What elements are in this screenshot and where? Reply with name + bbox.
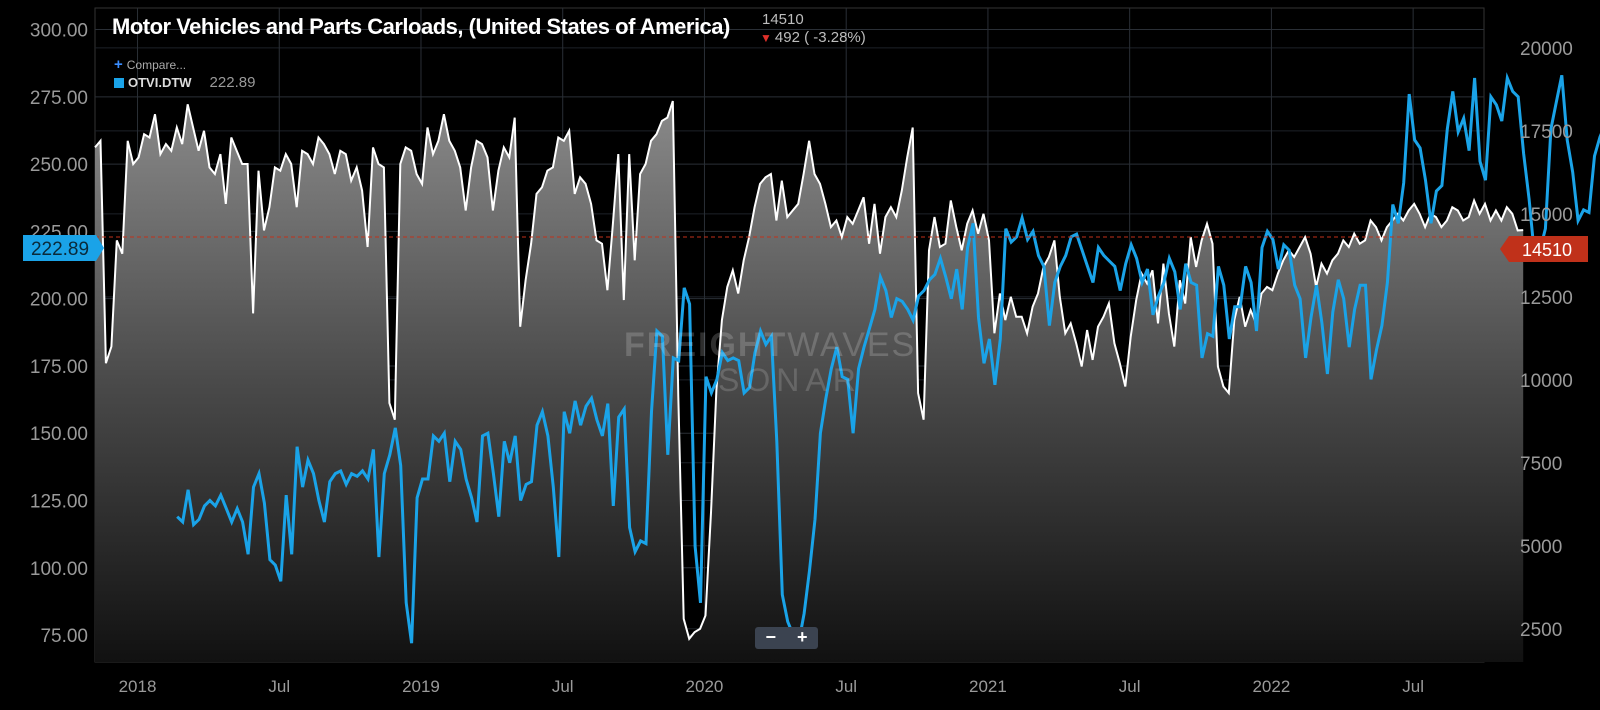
left-tag-value: 222.89 — [31, 239, 89, 260]
watermark-thin: WAVES — [787, 326, 917, 364]
chart-title: Motor Vehicles and Parts Carloads, (Unit… — [112, 14, 730, 39]
watermark-freightwaves: FREIGHTWAVES — [624, 326, 916, 365]
left-tick-label: 75.00 — [40, 626, 88, 647]
last-value: 14510 — [762, 11, 804, 28]
left-tick-label: 250.00 — [30, 155, 88, 176]
right-tick-label: 10000 — [1520, 371, 1573, 392]
plus-icon: + — [114, 56, 123, 73]
otvi-line — [176, 72, 1600, 648]
left-tick-label: 150.00 — [30, 424, 88, 445]
carloads-area — [95, 101, 1524, 662]
right-tick-label: 17500 — [1520, 122, 1573, 143]
left-tick-label: 275.00 — [30, 88, 88, 109]
x-tick-label: 2019 — [402, 677, 440, 696]
right-tick-label: 15000 — [1520, 205, 1573, 226]
legend-swatch — [114, 78, 124, 88]
x-tick-label: Jul — [1402, 677, 1424, 696]
right-tick-label: 7500 — [1520, 454, 1562, 475]
left-tick-label: 100.00 — [30, 559, 88, 580]
legend-value: 222.89 — [209, 74, 256, 91]
x-tick-label: 2020 — [686, 677, 724, 696]
left-value-tag: 222.89 — [23, 235, 104, 261]
x-axis: 2018 Jul 2019 Jul 2020 Jul 2021 Jul 2022 Jul — [119, 677, 1424, 696]
zoom-out-button[interactable]: − — [765, 627, 776, 647]
right-tick-label: 5000 — [1520, 537, 1562, 558]
left-axis: 75.00100.00125.00150.00175.00200.00225.0… — [30, 21, 88, 648]
compare-label: Compare... — [126, 58, 187, 72]
zoom-in-button[interactable]: + — [796, 627, 808, 647]
left-tick-label: 175.00 — [30, 357, 88, 378]
right-value-tag: 14510 — [1500, 236, 1588, 262]
legend-item-otvi[interactable]: OTVI.DTW 222.89 — [114, 74, 255, 91]
down-arrow-icon: ▼ — [760, 31, 772, 45]
right-tick-label: 12500 — [1520, 288, 1573, 309]
legend-name: OTVI.DTW — [128, 75, 192, 90]
x-tick-label: 2018 — [119, 677, 157, 696]
watermark-bold: FREIGHT — [624, 326, 788, 364]
change-text: 492 ( -3.28%) — [774, 29, 866, 46]
x-tick-label: Jul — [552, 677, 574, 696]
left-tick-label: 200.00 — [30, 290, 88, 311]
x-tick-label: 2021 — [969, 677, 1007, 696]
right-tick-label: 2500 — [1520, 620, 1562, 641]
change-readout: ▼ 492 ( -3.28%) — [760, 29, 866, 46]
left-tick-label: 125.00 — [30, 492, 88, 513]
x-tick-label: Jul — [835, 677, 857, 696]
carloads-line — [94, 100, 1524, 641]
zoom-control: − + — [755, 627, 818, 649]
x-tick-label: Jul — [1119, 677, 1141, 696]
right-tag-value: 14510 — [1522, 240, 1572, 260]
right-tick-label: 20000 — [1520, 39, 1573, 60]
watermark-sonar: SONAR — [718, 362, 862, 398]
x-tick-label: Jul — [268, 677, 290, 696]
left-tick-label: 300.00 — [30, 21, 88, 42]
x-tick-label: 2022 — [1252, 677, 1290, 696]
compare-button[interactable]: + Compare... — [114, 56, 186, 73]
right-axis: 2500 5000 7500 10000 12500 15000 17500 20000 — [1520, 39, 1573, 641]
